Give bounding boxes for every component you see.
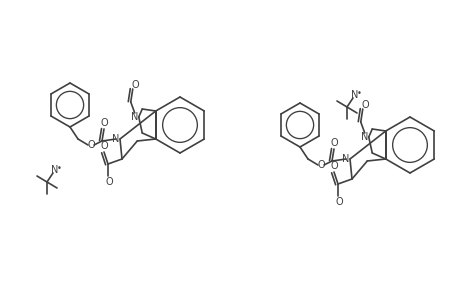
- Text: N: N: [112, 134, 119, 144]
- Text: •: •: [56, 164, 62, 172]
- Text: O: O: [105, 177, 112, 187]
- Text: N: N: [360, 132, 368, 142]
- Text: O: O: [361, 100, 369, 110]
- Text: O: O: [335, 197, 342, 207]
- Text: O: O: [330, 161, 337, 171]
- Text: O: O: [330, 138, 337, 148]
- Text: •: •: [356, 88, 361, 98]
- Text: N: N: [51, 165, 59, 175]
- Text: O: O: [317, 160, 324, 170]
- Text: O: O: [132, 80, 139, 90]
- Text: O: O: [100, 141, 107, 151]
- Text: O: O: [100, 118, 107, 128]
- Text: N: N: [351, 90, 358, 100]
- Text: O: O: [87, 140, 95, 150]
- Text: N: N: [341, 154, 349, 164]
- Text: N: N: [131, 112, 138, 122]
